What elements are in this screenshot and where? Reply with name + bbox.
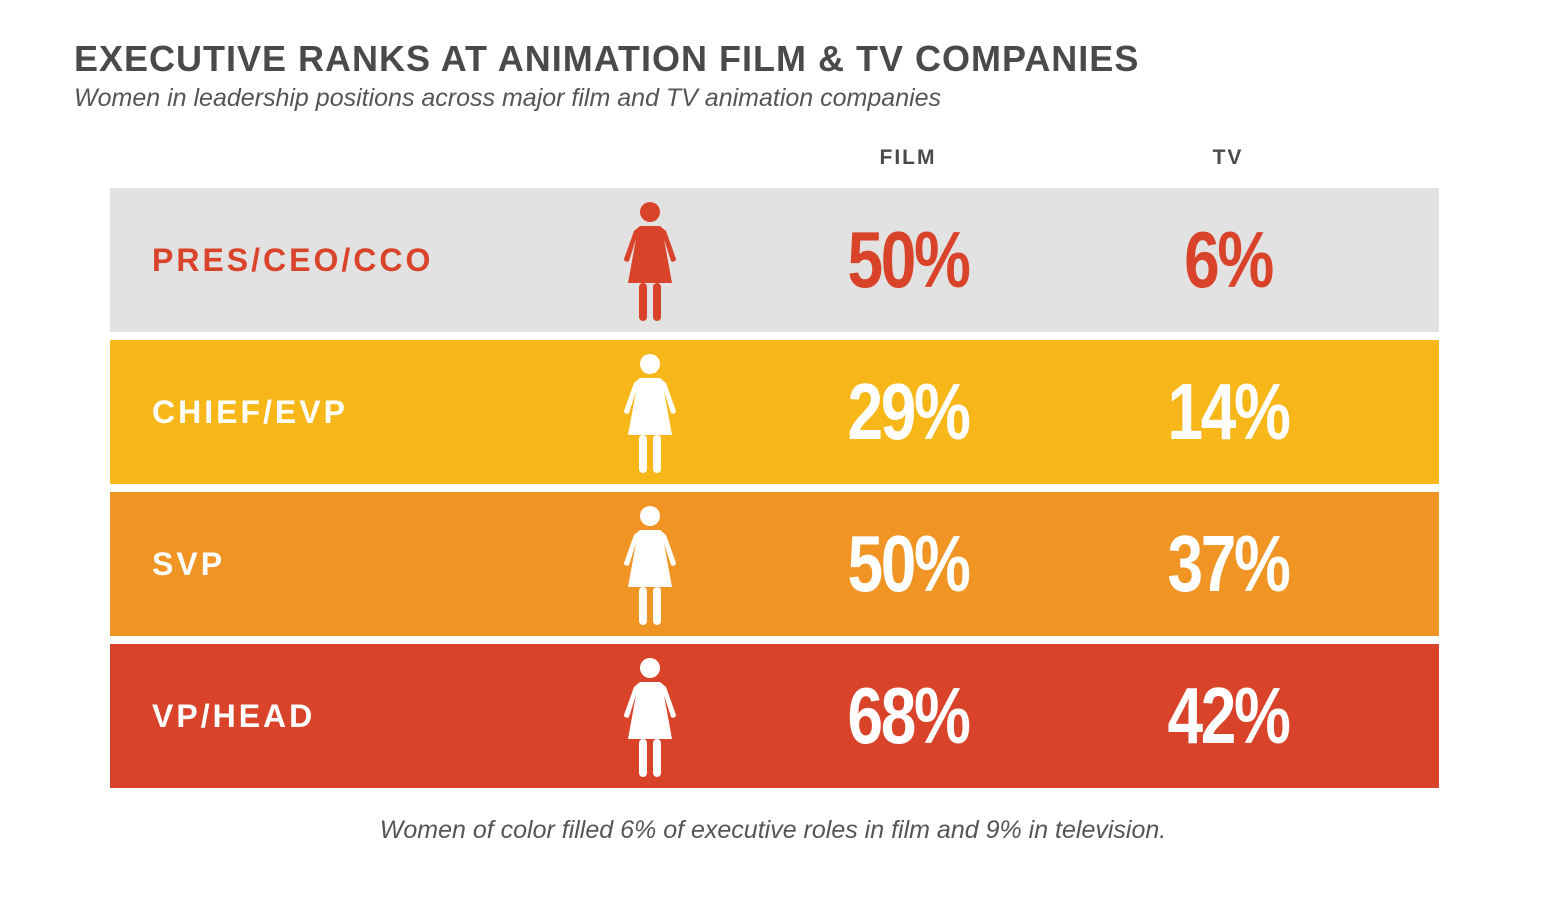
film-percentage: 68% — [847, 671, 971, 760]
woman-icon — [624, 658, 676, 777]
woman-icon — [624, 506, 676, 625]
woman-icon — [624, 202, 676, 321]
tv-percentage: 42% — [1167, 671, 1291, 760]
executive-rank-table: PRES/CEO/CCO 50% 6% CHIEF/EVP 29% 14% SV… — [110, 188, 1439, 796]
tv-percentage: 6% — [1184, 215, 1274, 304]
tv-percentage: 37% — [1167, 519, 1291, 608]
woman-icon — [624, 354, 676, 473]
rank-label: VP/HEAD — [152, 698, 316, 734]
footnote: Women of color filled 6% of executive ro… — [379, 816, 1167, 844]
tv-percentage: 14% — [1167, 367, 1291, 456]
film-percentage: 50% — [847, 215, 971, 304]
table-row-svp: SVP 50% 37% — [110, 492, 1439, 636]
rank-label: CHIEF/EVP — [152, 394, 348, 430]
column-header-tv: TV — [1212, 146, 1244, 169]
rank-label: PRES/CEO/CCO — [152, 242, 434, 278]
rank-label: SVP — [152, 546, 226, 582]
chart-title: EXECUTIVE RANKS AT ANIMATION FILM & TV C… — [74, 38, 1140, 79]
table-row-pres-ceo-cco: PRES/CEO/CCO 50% 6% — [110, 188, 1439, 332]
film-percentage: 29% — [847, 367, 971, 456]
table-row-chief-evp: CHIEF/EVP 29% 14% — [110, 340, 1439, 484]
film-percentage: 50% — [847, 519, 971, 608]
table-row-vp-head: VP/HEAD 68% 42% — [110, 644, 1439, 788]
chart-subtitle: Women in leadership positions across maj… — [74, 84, 942, 112]
column-header-film: FILM — [879, 146, 937, 169]
